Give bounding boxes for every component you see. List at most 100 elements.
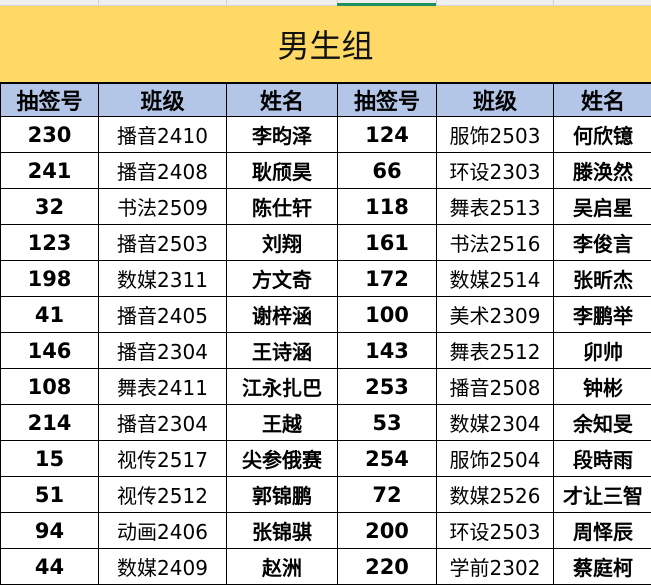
name-cell[interactable]: 吴启星 <box>554 189 651 225</box>
draw-number-cell[interactable]: 51 <box>1 477 99 513</box>
class-cell[interactable]: 视传2512 <box>99 477 227 513</box>
class-cell[interactable]: 播音2503 <box>99 225 227 261</box>
class-cell[interactable]: 播音2408 <box>99 153 227 189</box>
class-cell[interactable]: 播音2304 <box>99 405 227 441</box>
class-cell[interactable]: 环设2503 <box>437 513 554 549</box>
draw-number-cell[interactable]: 254 <box>338 441 437 477</box>
class-cell[interactable]: 舞表2512 <box>437 333 554 369</box>
name-header[interactable]: 姓名 <box>227 84 338 117</box>
draw-number-cell[interactable]: 241 <box>1 153 99 189</box>
class-cell[interactable]: 环设2303 <box>437 153 554 189</box>
draw-number-cell[interactable]: 72 <box>338 477 437 513</box>
class-header[interactable]: 班级 <box>99 84 227 117</box>
class-cell[interactable]: 播音2410 <box>99 117 227 153</box>
draw-number-cell[interactable]: 100 <box>338 297 437 333</box>
name-cell[interactable]: 李俊言 <box>554 225 651 261</box>
class-cell[interactable]: 舞表2411 <box>99 369 227 405</box>
name-cell[interactable]: 张锦骐 <box>227 513 338 549</box>
name-cell[interactable]: 郭锦鹏 <box>227 477 338 513</box>
draw-number-cell[interactable]: 230 <box>1 117 99 153</box>
class-cell[interactable]: 播音2508 <box>437 369 554 405</box>
column-divider <box>436 0 437 5</box>
class-cell[interactable]: 服饰2503 <box>437 117 554 153</box>
name-cell[interactable]: 耿颀昊 <box>227 153 338 189</box>
name-cell[interactable]: 滕涣然 <box>554 153 651 189</box>
draw-number-cell[interactable]: 44 <box>1 549 99 585</box>
name-cell[interactable]: 蔡庭柯 <box>554 549 651 585</box>
draw-number-cell[interactable]: 123 <box>1 225 99 261</box>
draw-number-cell[interactable]: 198 <box>1 261 99 297</box>
name-cell[interactable]: 李昀泽 <box>227 117 338 153</box>
name-cell[interactable]: 卯帅 <box>554 333 651 369</box>
draw-number-cell[interactable]: 161 <box>338 225 437 261</box>
class-cell[interactable]: 动画2406 <box>99 513 227 549</box>
sheet-title-cell[interactable]: 男生组 <box>0 6 651 83</box>
column-divider <box>226 0 227 5</box>
draw-number-cell[interactable]: 32 <box>1 189 99 225</box>
draw-number-cell[interactable]: 118 <box>338 189 437 225</box>
draw-number-cell[interactable]: 94 <box>1 513 99 549</box>
name-cell[interactable]: 赵洲 <box>227 549 338 585</box>
name-cell[interactable]: 何欣镱 <box>554 117 651 153</box>
name-cell[interactable]: 张昕杰 <box>554 261 651 297</box>
class-cell[interactable]: 数媒2409 <box>99 549 227 585</box>
class-cell[interactable]: 书法2516 <box>437 225 554 261</box>
class-cell[interactable]: 书法2509 <box>99 189 227 225</box>
class-cell[interactable]: 学前2302 <box>437 549 554 585</box>
draw-number-header[interactable]: 抽签号 <box>1 84 99 117</box>
name-cell[interactable]: 才让三智 <box>554 477 651 513</box>
name-cell[interactable]: 段時雨 <box>554 441 651 477</box>
class-cell[interactable]: 播音2304 <box>99 333 227 369</box>
column-divider <box>553 0 554 5</box>
draw-number-cell[interactable]: 200 <box>338 513 437 549</box>
name-cell[interactable]: 李鹏举 <box>554 297 651 333</box>
name-cell[interactable]: 谢梓涵 <box>227 297 338 333</box>
class-cell[interactable]: 数媒2311 <box>99 261 227 297</box>
draw-number-cell[interactable]: 214 <box>1 405 99 441</box>
name-cell[interactable]: 尖参俄赛 <box>227 441 338 477</box>
draw-number-header[interactable]: 抽签号 <box>338 84 437 117</box>
draw-number-cell[interactable]: 41 <box>1 297 99 333</box>
draw-number-cell[interactable]: 66 <box>338 153 437 189</box>
name-cell[interactable]: 陈仕轩 <box>227 189 338 225</box>
name-cell[interactable]: 方文奇 <box>227 261 338 297</box>
class-cell[interactable]: 视传2517 <box>99 441 227 477</box>
class-cell[interactable]: 数媒2304 <box>437 405 554 441</box>
name-header[interactable]: 姓名 <box>554 84 651 117</box>
draw-number-cell[interactable]: 253 <box>338 369 437 405</box>
header-row: 抽签号班级姓名抽签号班级姓名 <box>1 84 651 117</box>
class-cell[interactable]: 播音2405 <box>99 297 227 333</box>
draw-number-cell[interactable]: 220 <box>338 549 437 585</box>
draw-number-cell[interactable]: 15 <box>1 441 99 477</box>
class-cell[interactable]: 数媒2526 <box>437 477 554 513</box>
draw-number-cell[interactable]: 53 <box>338 405 437 441</box>
name-cell[interactable]: 刘翔 <box>227 225 338 261</box>
name-cell[interactable]: 钟彬 <box>554 369 651 405</box>
draw-number-cell[interactable]: 108 <box>1 369 99 405</box>
draw-number-cell[interactable]: 143 <box>338 333 437 369</box>
name-cell[interactable]: 王诗涵 <box>227 333 338 369</box>
draw-number-cell[interactable]: 146 <box>1 333 99 369</box>
class-cell[interactable]: 服饰2504 <box>437 441 554 477</box>
name-cell[interactable]: 江永扎巴 <box>227 369 338 405</box>
draw-number-cell[interactable]: 124 <box>338 117 437 153</box>
class-cell[interactable]: 数媒2514 <box>437 261 554 297</box>
class-header[interactable]: 班级 <box>437 84 554 117</box>
name-cell[interactable]: 余知旻 <box>554 405 651 441</box>
name-cell[interactable]: 周怿辰 <box>554 513 651 549</box>
name-cell[interactable]: 王越 <box>227 405 338 441</box>
class-cell[interactable]: 舞表2513 <box>437 189 554 225</box>
class-cell[interactable]: 美术2309 <box>437 297 554 333</box>
draw-number-cell[interactable]: 172 <box>338 261 437 297</box>
